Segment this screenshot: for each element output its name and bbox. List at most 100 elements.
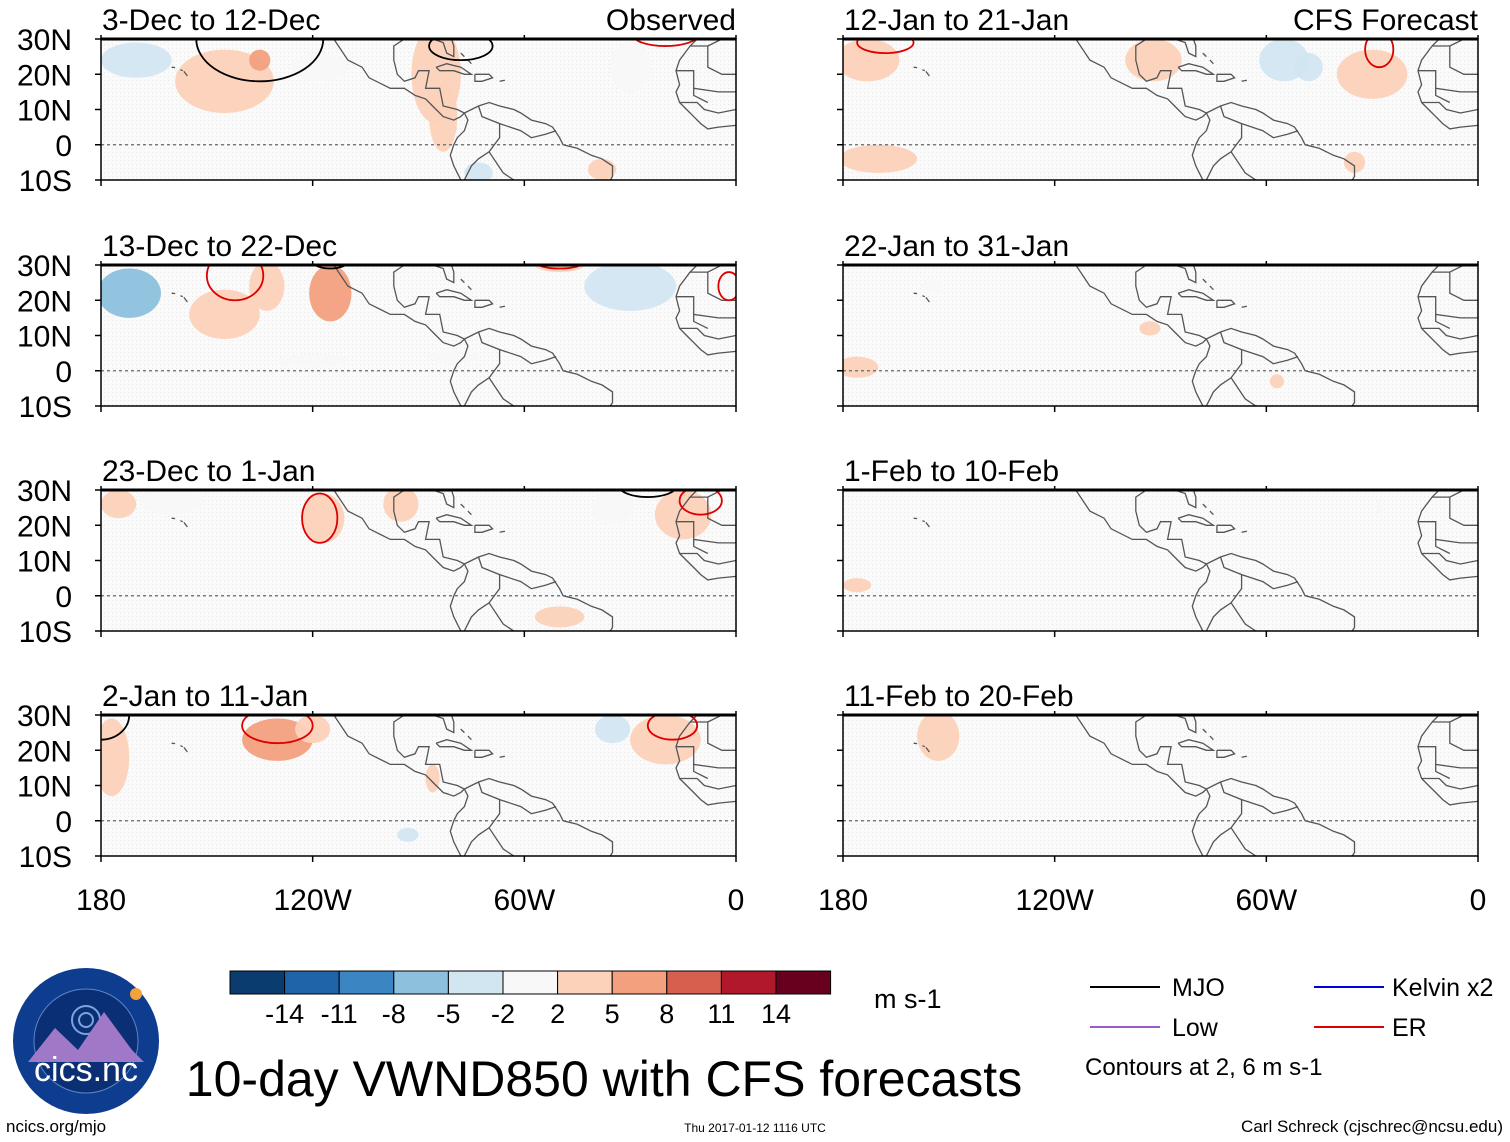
coastline [1230, 602, 1257, 631]
coastline [1202, 278, 1207, 284]
y-tick-label: 0 [55, 581, 72, 614]
coastline [474, 73, 494, 82]
cics-logo: cics.nc [13, 968, 159, 1114]
coastline [1241, 573, 1299, 590]
coastline [460, 52, 465, 58]
colorbar-label: 2 [550, 999, 565, 1029]
coastline [1191, 338, 1211, 406]
y-tick-label: 30N [17, 700, 72, 733]
colorbar-swatch [502, 970, 559, 995]
panel-background [843, 490, 1478, 631]
coastline [183, 747, 188, 753]
coastline [180, 520, 184, 523]
logo-mountain-icon [28, 1012, 144, 1062]
y-tick-label: 10S [19, 165, 72, 198]
anomaly-region [383, 490, 419, 522]
coastline [707, 265, 724, 273]
contour-er [205, 265, 265, 302]
panel-title: 22-Jan to 31-Jan [844, 230, 1069, 263]
coastline [499, 305, 506, 308]
coastline [1421, 327, 1478, 340]
colorbar-swatch [284, 970, 340, 995]
coastline [675, 265, 736, 356]
colorbar-swatch [720, 970, 777, 995]
coastline [1230, 827, 1257, 856]
coastline [474, 749, 494, 758]
coastline [693, 539, 709, 555]
anomaly-region [584, 265, 677, 311]
panel-6: 1-Feb to 10-Feb [837, 455, 1479, 637]
anomaly-region [654, 490, 712, 540]
coastline [1074, 265, 1208, 347]
colorbar-label: 8 [659, 999, 674, 1029]
anomaly-region [189, 289, 260, 340]
coastline [463, 556, 501, 631]
coastline [1202, 503, 1207, 509]
y-tick-label: 30N [17, 475, 72, 508]
anomaly-region [1336, 49, 1408, 99]
coastline [679, 777, 736, 790]
anomaly-region [101, 490, 137, 519]
coastline [1216, 749, 1236, 758]
legend-contour-note: Contours at 2, 6 m s-1 [1085, 1054, 1322, 1081]
legend-label-low: Low [1172, 1014, 1219, 1042]
coastline [1432, 721, 1478, 751]
anomaly-region [591, 490, 634, 526]
colorbar-swatch [393, 970, 449, 995]
coastline [1205, 331, 1243, 406]
coastline [690, 721, 736, 751]
anomaly-region [101, 718, 130, 797]
coastline [707, 715, 724, 723]
coastline [1177, 739, 1216, 751]
anomaly-region [917, 715, 960, 761]
coastline [922, 69, 926, 72]
panel-content [843, 490, 1478, 631]
coastline [1241, 530, 1248, 533]
panel-content [101, 715, 736, 856]
coastline [1449, 715, 1466, 723]
panel-background [843, 265, 1478, 406]
coastline [464, 552, 614, 631]
x-tick-label: 180 [76, 884, 126, 917]
coastline [1449, 490, 1466, 498]
coastline [1417, 265, 1478, 356]
coastline [449, 788, 469, 856]
coastline [693, 314, 709, 329]
coastline [474, 524, 494, 533]
coastline [488, 377, 515, 406]
panel-content [913, 715, 1478, 856]
coastline [693, 764, 709, 780]
coastline [1432, 496, 1478, 526]
anomaly-region [1294, 53, 1323, 82]
anomaly-region [920, 279, 942, 294]
coastline [1205, 556, 1243, 631]
colorbar-swatch [229, 970, 286, 995]
anomaly-region [277, 353, 348, 368]
coastline [1241, 305, 1248, 308]
anomaly-region [843, 356, 879, 378]
coastline [332, 265, 466, 347]
coastline [467, 59, 472, 65]
coastline [499, 755, 506, 758]
coastline [925, 747, 930, 753]
contour-er [678, 490, 723, 516]
y-tick-label: 10S [19, 616, 72, 649]
contour-er [717, 271, 736, 302]
colorbar-swatch [557, 970, 613, 995]
contour-er [634, 39, 697, 47]
coastline [435, 289, 474, 301]
coastline [332, 39, 466, 121]
coastline [499, 798, 557, 815]
colorbar-label: 11 [707, 999, 735, 1029]
y-tick-label: 20N [17, 285, 72, 318]
coastline [679, 552, 736, 565]
anomaly-region [1125, 39, 1182, 82]
coastline [180, 745, 184, 748]
coastline [499, 348, 557, 365]
coastline [1230, 151, 1257, 180]
coastline [1449, 39, 1466, 47]
panel-background [101, 490, 736, 631]
coastline [1074, 39, 1208, 121]
